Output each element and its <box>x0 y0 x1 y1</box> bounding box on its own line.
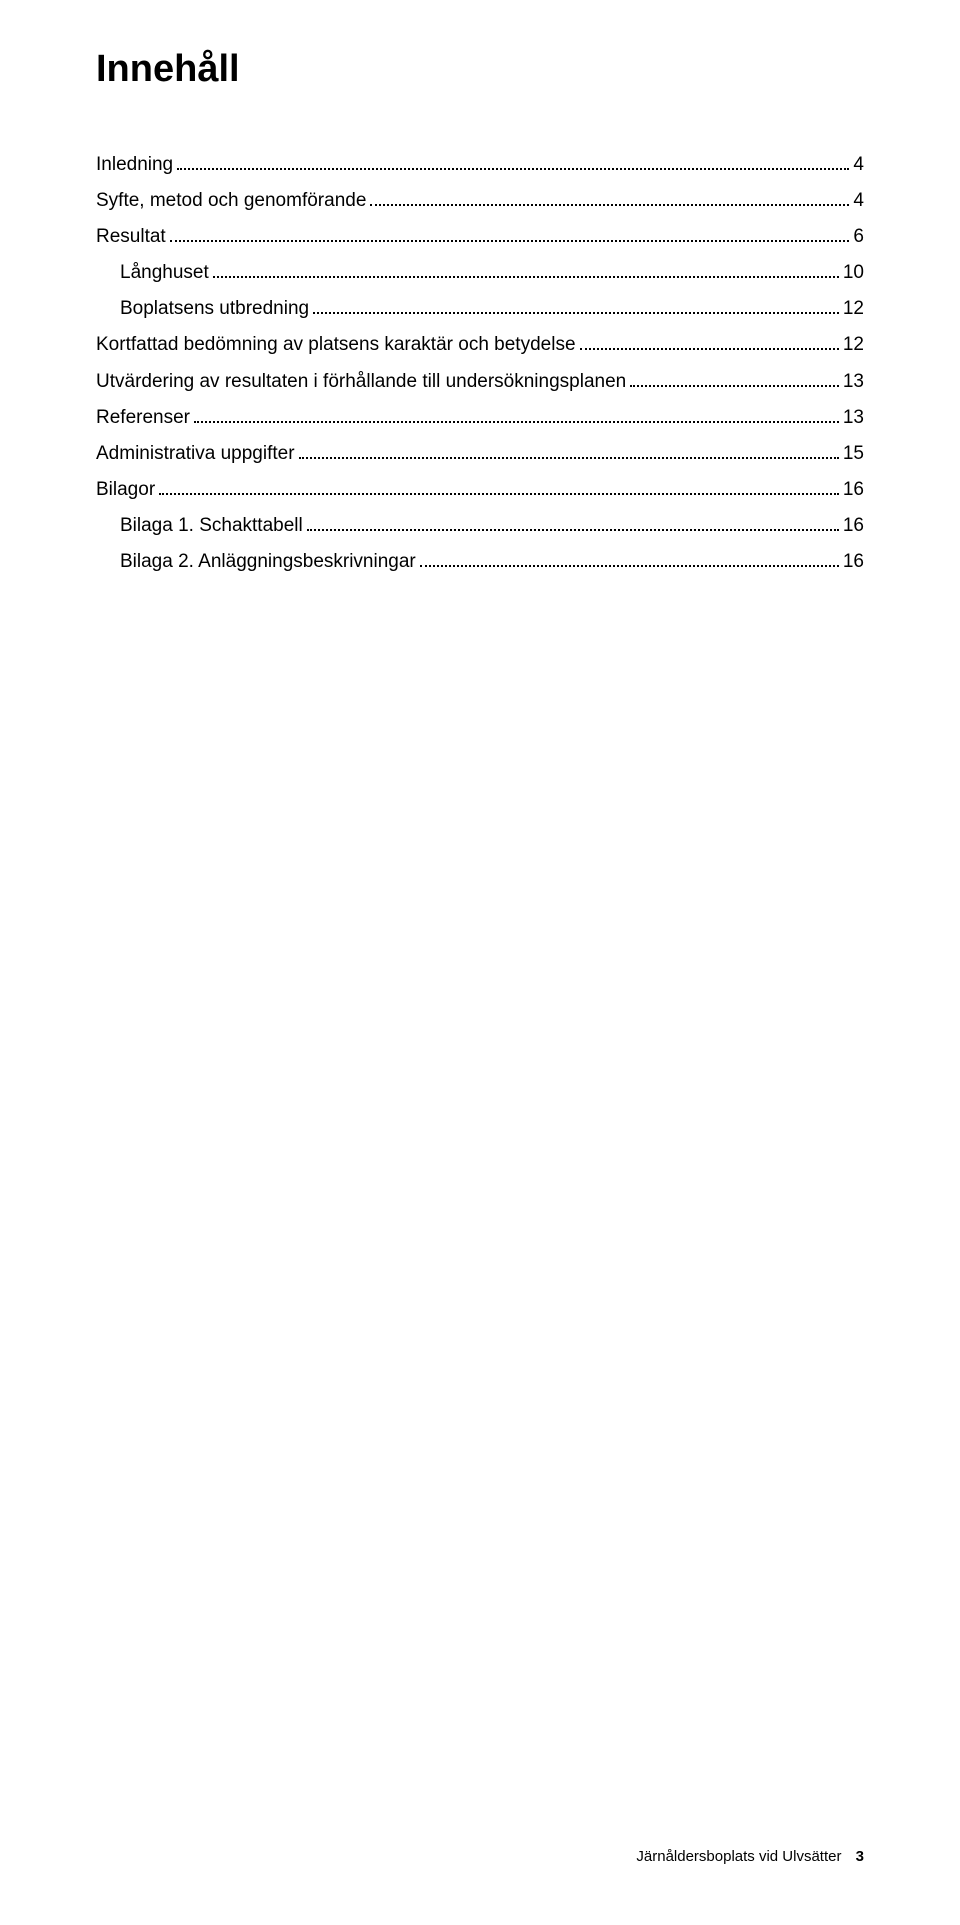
toc-label: Syfte, metod och genomförande <box>96 183 366 219</box>
toc-leader-dots <box>299 457 839 459</box>
table-of-contents: Inledning 4 Syfte, metod och genomförande 4… <box>96 147 864 580</box>
toc-label: Boplatsens utbredning <box>120 291 309 327</box>
toc-label: Referenser <box>96 400 190 436</box>
toc-row: Administrativa uppgifter 15 <box>96 436 864 472</box>
footer-page-number: 3 <box>856 1848 864 1865</box>
footer-text: Järnåldersboplats vid Ulvsätter <box>636 1848 841 1865</box>
toc-leader-dots <box>630 385 839 387</box>
toc-row: Resultat 6 <box>96 219 864 255</box>
toc-label: Resultat <box>96 219 166 255</box>
toc-row: Bilaga 1. Schakttabell 16 <box>96 508 864 544</box>
toc-leader-dots <box>420 565 839 567</box>
toc-label: Kortfattad bedömning av platsens karaktä… <box>96 327 576 363</box>
toc-leader-dots <box>177 168 849 170</box>
toc-page-number: 10 <box>843 255 864 291</box>
toc-page-number: 16 <box>843 472 864 508</box>
toc-row: Boplatsens utbredning 12 <box>96 291 864 327</box>
toc-label: Bilaga 1. Schakttabell <box>120 508 303 544</box>
toc-row: Kortfattad bedömning av platsens karaktä… <box>96 327 864 363</box>
toc-leader-dots <box>580 348 839 350</box>
toc-label: Utvärdering av resultaten i förhållande … <box>96 364 626 400</box>
toc-leader-dots <box>213 276 839 278</box>
toc-label: Bilaga 2. Anläggningsbeskrivningar <box>120 544 416 580</box>
page-footer: Järnåldersboplats vid Ulvsätter 3 <box>636 1848 864 1865</box>
toc-leader-dots <box>170 240 850 242</box>
toc-row: Inledning 4 <box>96 147 864 183</box>
toc-leader-dots <box>194 421 839 423</box>
toc-page-number: 4 <box>853 147 864 183</box>
toc-label: Bilagor <box>96 472 155 508</box>
toc-row: Bilagor 16 <box>96 472 864 508</box>
toc-label: Inledning <box>96 147 173 183</box>
toc-page-number: 12 <box>843 327 864 363</box>
toc-row: Utvärdering av resultaten i förhållande … <box>96 364 864 400</box>
toc-page-number: 6 <box>853 219 864 255</box>
toc-row: Syfte, metod och genomförande 4 <box>96 183 864 219</box>
toc-leader-dots <box>370 204 849 206</box>
toc-row: Referenser 13 <box>96 400 864 436</box>
toc-page-number: 15 <box>843 436 864 472</box>
toc-page-number: 16 <box>843 544 864 580</box>
toc-page-number: 16 <box>843 508 864 544</box>
toc-label: Långhuset <box>120 255 209 291</box>
toc-page-number: 13 <box>843 364 864 400</box>
toc-label: Administrativa uppgifter <box>96 436 295 472</box>
page-title: Innehåll <box>96 48 864 91</box>
toc-leader-dots <box>307 529 839 531</box>
toc-page-number: 13 <box>843 400 864 436</box>
toc-leader-dots <box>313 312 839 314</box>
toc-leader-dots <box>159 493 839 495</box>
toc-page-number: 4 <box>853 183 864 219</box>
toc-row: Bilaga 2. Anläggningsbeskrivningar 16 <box>96 544 864 580</box>
toc-row: Långhuset 10 <box>96 255 864 291</box>
toc-page-number: 12 <box>843 291 864 327</box>
